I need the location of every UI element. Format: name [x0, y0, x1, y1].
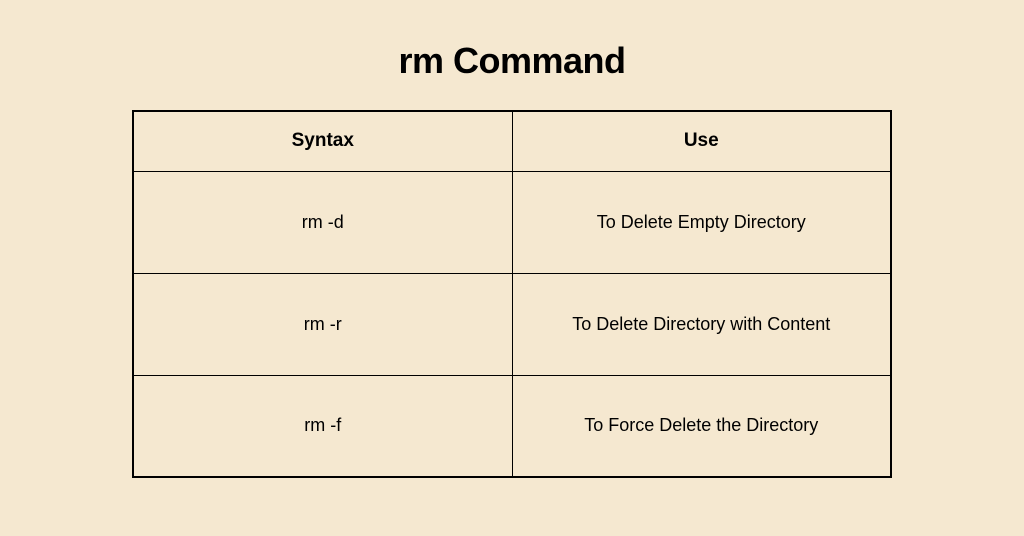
- table-header-row: Syntax Use: [133, 111, 891, 171]
- table-row: rm -r To Delete Directory with Content: [133, 273, 891, 375]
- table-row: rm -f To Force Delete the Directory: [133, 375, 891, 477]
- page-title: rm Command: [398, 40, 625, 82]
- cell-use: To Force Delete the Directory: [512, 375, 891, 477]
- col-header-syntax: Syntax: [133, 111, 512, 171]
- col-header-use: Use: [512, 111, 891, 171]
- cell-syntax: rm -f: [133, 375, 512, 477]
- cell-use: To Delete Empty Directory: [512, 171, 891, 273]
- cell-use: To Delete Directory with Content: [512, 273, 891, 375]
- command-table-container: Syntax Use rm -d To Delete Empty Directo…: [132, 110, 892, 478]
- command-table: Syntax Use rm -d To Delete Empty Directo…: [132, 110, 892, 478]
- cell-syntax: rm -d: [133, 171, 512, 273]
- cell-syntax: rm -r: [133, 273, 512, 375]
- table-row: rm -d To Delete Empty Directory: [133, 171, 891, 273]
